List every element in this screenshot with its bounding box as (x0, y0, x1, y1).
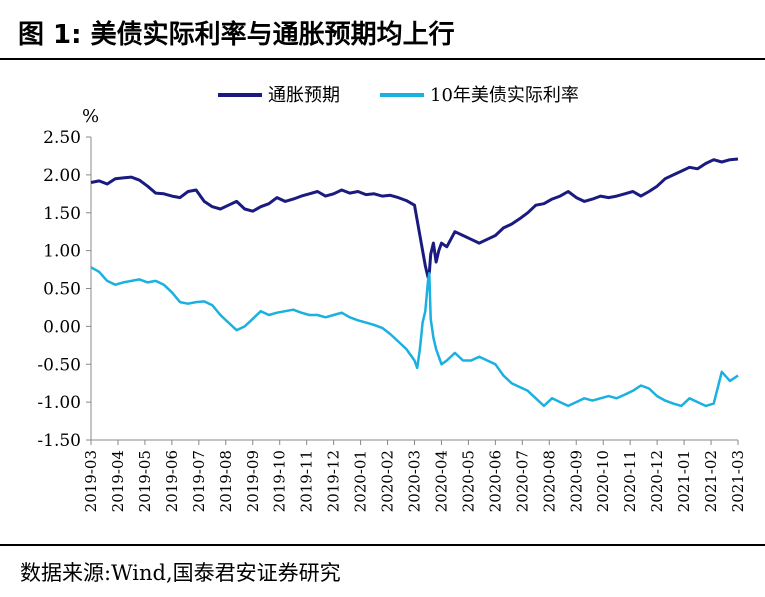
x-tick-label: 2020-03 (406, 450, 424, 512)
x-tick-label: 2020-11 (621, 450, 639, 512)
x-tick-label: 2019-11 (298, 450, 316, 512)
x-tick-label: 2021-03 (729, 450, 747, 512)
legend: 通胀预期 10年美债实际利率 (218, 85, 579, 106)
x-tick-label: 2019-08 (217, 450, 235, 512)
y-tick-label: 1.00 (43, 242, 81, 262)
x-tick-label: 2019-03 (82, 450, 100, 512)
series-line-1 (90, 266, 739, 408)
source-note: 数据来源:Wind,国泰君安证券研究 (20, 561, 341, 585)
x-tick-label: 2020-09 (567, 450, 585, 512)
y-axis-unit: % (82, 106, 99, 127)
x-tick-label: 2020-10 (594, 450, 612, 512)
x-tick-label: 2020-08 (540, 450, 558, 512)
x-tick-label: 2020-02 (379, 450, 397, 512)
x-tick-label: 2019-07 (190, 450, 208, 512)
y-tick-label: 0.50 (43, 280, 81, 300)
footer-divider (0, 544, 765, 546)
title-bar: 图 1: 美债实际利率与通胀预期均上行 (0, 0, 765, 60)
x-tick-label: 2019-04 (109, 450, 127, 512)
series-line-0 (90, 157, 739, 279)
y-tick-label: 1.50 (43, 204, 81, 224)
page-title: 图 1: 美债实际利率与通胀预期均上行 (18, 20, 455, 50)
legend-label-series-0: 通胀预期 (268, 85, 340, 106)
x-tick-label: 2020-05 (459, 450, 477, 512)
y-tick-label: -1.00 (37, 393, 81, 413)
x-tick-label: 2021-01 (675, 450, 693, 512)
x-tick-label: 2019-10 (271, 450, 289, 512)
x-tick-label: 2019-05 (136, 450, 154, 512)
x-tick-label: 2020-07 (513, 450, 531, 512)
y-tick-label: -1.50 (37, 431, 81, 451)
x-tick-label: 2021-02 (702, 450, 720, 512)
x-tick-label: 2019-06 (163, 450, 181, 512)
y-tick-label: 0.00 (43, 317, 81, 337)
plot-area (90, 157, 739, 408)
x-axis: 2019-03 2019-04 2019-05 2019-06 2019-07 2019-… (82, 439, 747, 512)
x-tick-label: 2020-12 (648, 450, 666, 512)
chart: 通胀预期 10年美债实际利率 % 2.50 2.00 1.50 1.00 0.50 0.0… (37, 85, 747, 512)
x-tick-label: 2020-04 (432, 450, 450, 512)
y-tick-label: 2.50 (43, 128, 81, 148)
y-tick-label: -0.50 (37, 355, 81, 375)
legend-label-series-1: 10年美债实际利率 (430, 85, 579, 106)
x-tick-label: 2019-12 (325, 450, 343, 512)
y-tick-label: 2.00 (43, 166, 81, 186)
x-tick-label: 2019-09 (244, 450, 262, 512)
x-tick-label: 2020-06 (486, 450, 504, 512)
x-tick-label: 2020-01 (352, 450, 370, 512)
y-axis: 2.50 2.00 1.50 1.00 0.50 0.00 -0.50 -1.00 -1.50 (37, 128, 92, 451)
